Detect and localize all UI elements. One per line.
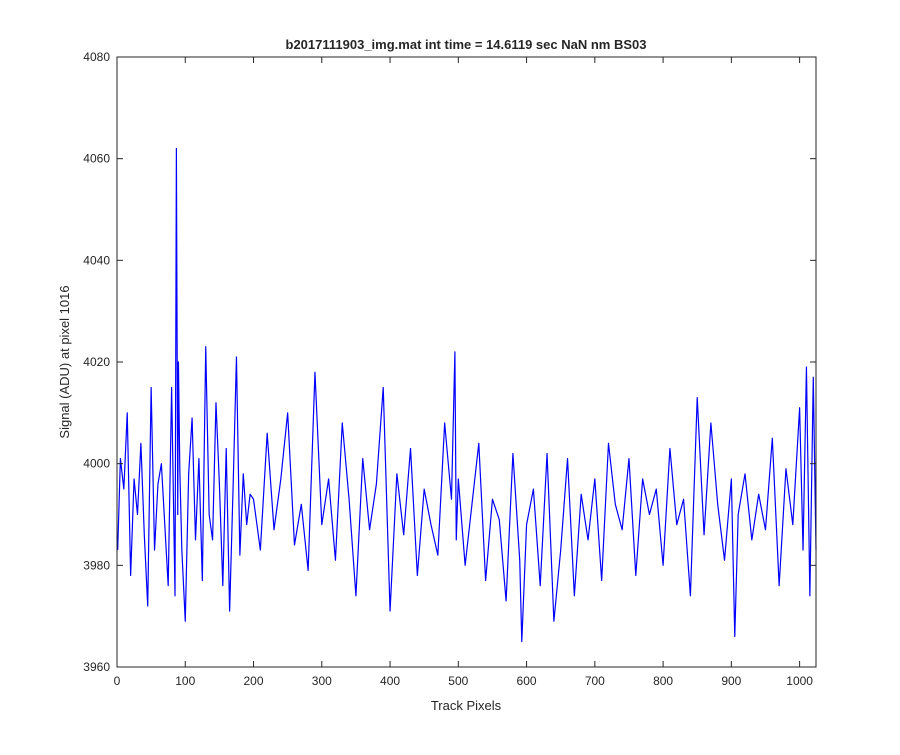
x-tick-label: 800 [653,674,673,688]
x-tick-label: 1000 [786,674,813,688]
series-layer [117,147,817,643]
chart-title: b2017111903_img.mat int time = 14.6119 s… [286,37,647,52]
x-axis-label: Track Pixels [431,698,502,713]
y-tick-label: 4080 [83,50,110,64]
y-tick-label: 4000 [83,457,110,471]
x-tick-label: 300 [312,674,332,688]
y-axis-label: Signal (ADU) at pixel 1016 [57,285,72,438]
x-tick-label: 200 [244,674,264,688]
x-tick-label: 400 [380,674,400,688]
y-tick-label: 4060 [83,152,110,166]
x-tick-label: 600 [517,674,537,688]
plot-area [117,57,816,667]
x-tick-label: 500 [448,674,468,688]
x-tick-label: 900 [721,674,741,688]
x-tick-label: 100 [175,674,195,688]
signal-line [117,147,817,643]
x-tick-label: 0 [114,674,121,688]
y-tick-label: 3980 [83,558,110,572]
y-tick-label: 4040 [83,253,110,267]
y-tick-label: 4020 [83,355,110,369]
y-tick-label: 3960 [83,660,110,674]
ticks-layer: 0 100 200 300 400 500 600 700 800 900 1000 3960 3980… [83,50,816,688]
x-tick-label: 700 [585,674,605,688]
